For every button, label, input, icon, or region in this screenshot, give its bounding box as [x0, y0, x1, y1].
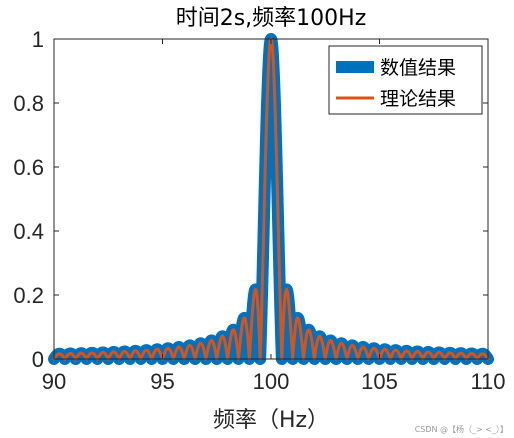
watermark: CSDN @【杨（_> <_）】	[415, 424, 508, 434]
legend-label-theory: 理论结果	[380, 88, 456, 110]
y-tick-label: 0.6	[13, 155, 44, 180]
x-tick-label: 90	[42, 369, 66, 394]
y-tick-label: 0.2	[13, 283, 44, 308]
x-tick-label: 110	[470, 369, 505, 394]
x-tick-label: 105	[361, 369, 398, 394]
x-tick-label: 95	[150, 369, 174, 394]
legend: 数值结果 理论结果	[328, 45, 483, 115]
y-tick-label: 0.4	[13, 219, 44, 244]
legend-label-numeric: 数值结果	[380, 57, 456, 79]
tick-layer: 90 95 100 105 110 0 0.2 0.4 0.6 0.8 1	[13, 27, 505, 394]
chart-title: 时间2s,频率100Hz	[176, 6, 367, 31]
y-tick-label: 0.8	[13, 91, 44, 116]
x-tick-label: 100	[253, 369, 290, 394]
y-tick-label: 0	[32, 347, 44, 372]
y-tick-label: 1	[32, 27, 44, 52]
x-axis-label: 频率（Hz）	[213, 408, 329, 433]
legend-box	[328, 45, 483, 115]
